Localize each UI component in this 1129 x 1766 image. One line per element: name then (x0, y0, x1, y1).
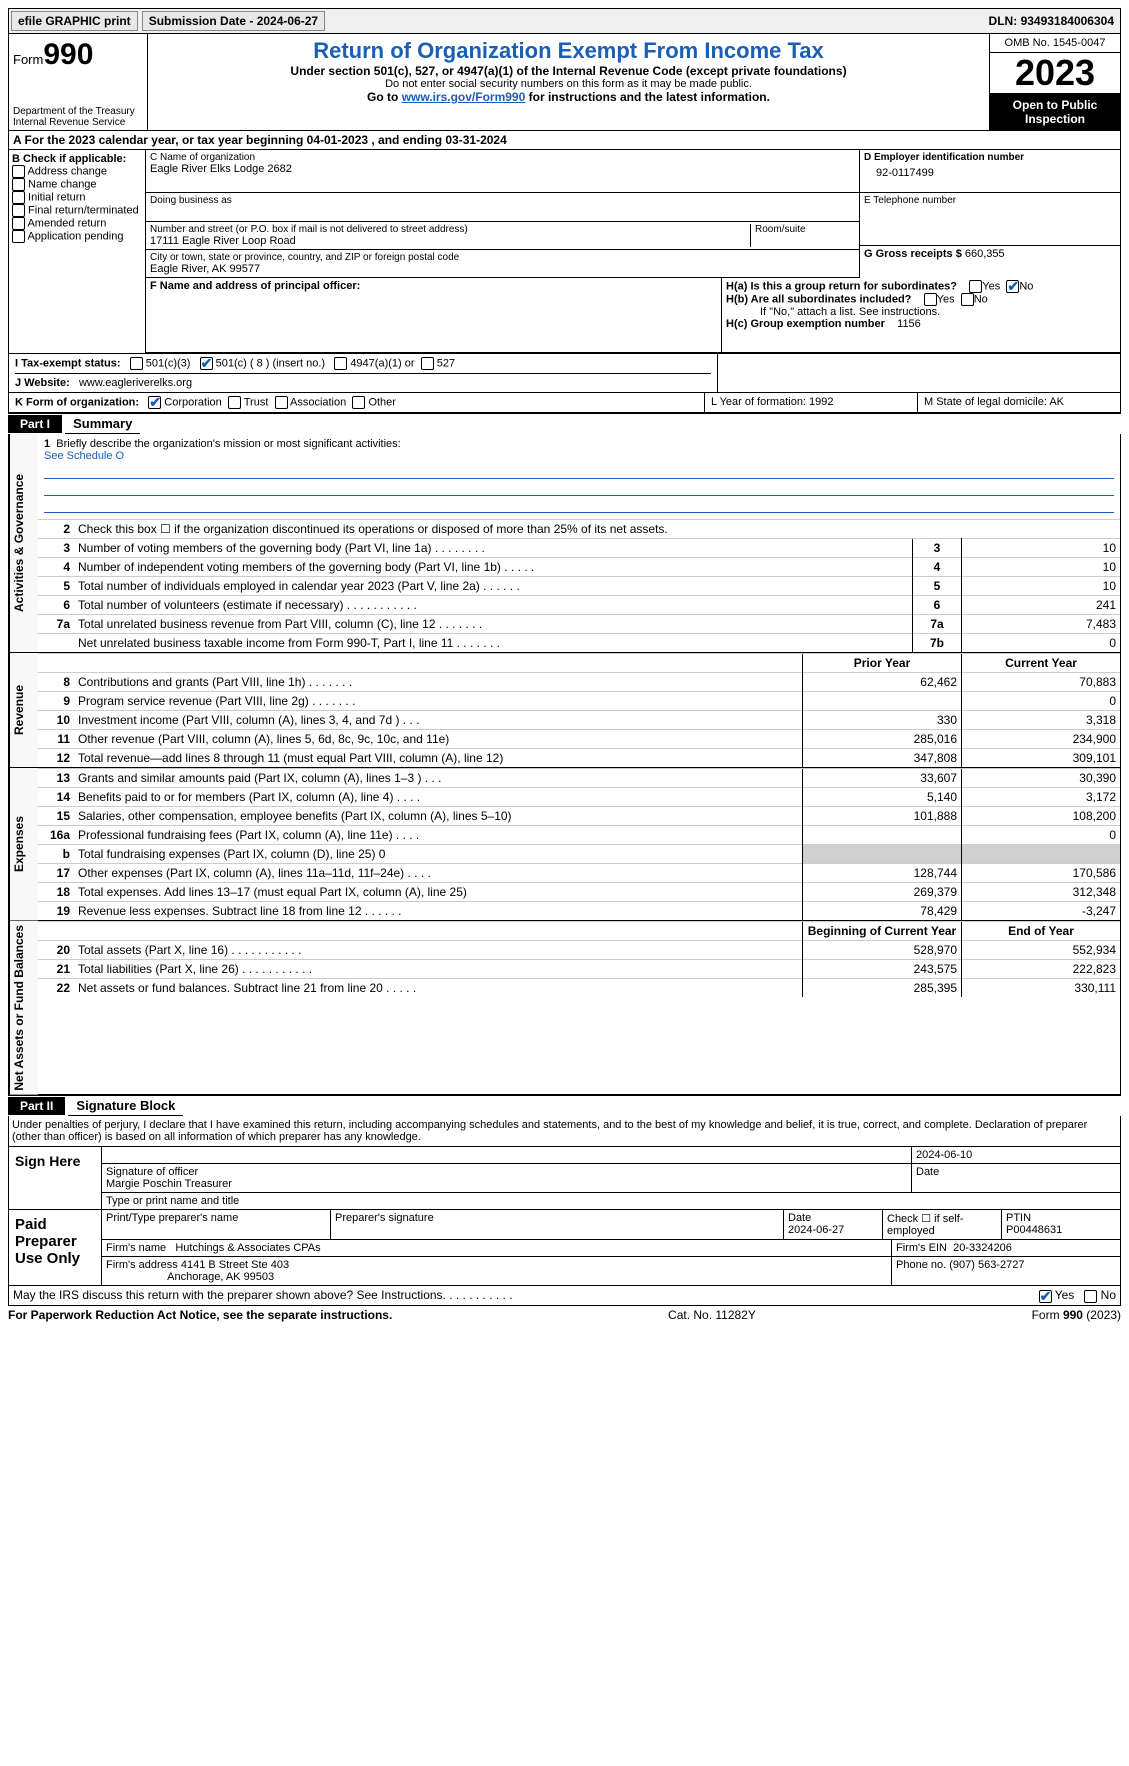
trust-checkbox[interactable] (228, 396, 241, 409)
ha-no-checkbox[interactable] (1006, 280, 1019, 293)
website-value: www.eagleriverelks.org (79, 377, 192, 389)
form-subtitle-1: Under section 501(c), 527, or 4947(a)(1)… (152, 64, 985, 78)
section-governance: Activities & Governance 1 Briefly descri… (8, 434, 1121, 653)
mission-value: See Schedule O (44, 450, 124, 462)
dept-treasury: Department of the Treasury Internal Reve… (13, 106, 147, 128)
paperwork-notice: For Paperwork Reduction Act Notice, see … (8, 1308, 392, 1322)
state-domicile: M State of legal domicile: AK (917, 393, 1120, 412)
f-caption: F Name and address of principal officer: (150, 280, 360, 292)
colb-checkbox[interactable] (12, 204, 25, 217)
officer-name: Margie Poschin Treasurer (106, 1178, 907, 1190)
net-assets-table: Beginning of Current YearEnd of Year20To… (38, 921, 1120, 997)
dln: DLN: 93493184006304 (989, 14, 1118, 28)
col-b-checkboxes: B Check if applicable: Address change Na… (9, 150, 146, 353)
colb-checkbox[interactable] (12, 191, 25, 204)
gross-receipts-caption: G Gross receipts $ (864, 248, 962, 260)
irs-link[interactable]: www.irs.gov/Form990 (402, 90, 526, 104)
phone-caption: E Telephone number (864, 195, 1116, 206)
firm-phone: (907) 563-2727 (949, 1259, 1024, 1271)
discuss-yes-checkbox[interactable] (1039, 1290, 1052, 1303)
submission-date: Submission Date - 2024-06-27 (142, 11, 325, 31)
city-caption: City or town, state or province, country… (150, 252, 855, 263)
open-inspection: Open to Public Inspection (990, 94, 1120, 130)
form-title: Return of Organization Exempt From Incom… (152, 38, 985, 64)
street-address: 17111 Eagle River Loop Road (150, 235, 750, 247)
527-checkbox[interactable] (421, 357, 434, 370)
colb-checkbox[interactable] (12, 178, 25, 191)
tax-year: 2023 (990, 53, 1120, 94)
expenses-table: 13Grants and similar amounts paid (Part … (38, 768, 1120, 920)
4947-checkbox[interactable] (334, 357, 347, 370)
ein-caption: D Employer identification number (864, 152, 1116, 163)
governance-table: 2Check this box ☐ if the organization di… (38, 519, 1120, 652)
row-k-l-m: K Form of organization: Corporation Trus… (8, 393, 1121, 413)
signature-block: Under penalties of perjury, I declare th… (8, 1116, 1121, 1286)
firm-name: Hutchings & Associates CPAs (175, 1242, 320, 1254)
colb-checkbox[interactable] (12, 165, 25, 178)
cat-no: Cat. No. 11282Y (392, 1308, 1031, 1322)
paid-preparer-label: Paid Preparer Use Only (9, 1210, 102, 1285)
irs-discuss-row: May the IRS discuss this return with the… (8, 1286, 1121, 1305)
side-label-governance: Activities & Governance (9, 434, 38, 652)
city-state-zip: Eagle River, AK 99577 (150, 263, 855, 275)
side-label-net: Net Assets or Fund Balances (9, 921, 38, 1095)
form-subtitle-2: Do not enter social security numbers on … (152, 78, 985, 90)
side-label-revenue: Revenue (9, 653, 38, 767)
form-header: Form990 Department of the Treasury Inter… (8, 34, 1121, 131)
hb-yes-checkbox[interactable] (924, 293, 937, 306)
part2-title: Signature Block (68, 1096, 183, 1116)
form-number: Form990 (13, 38, 143, 72)
form-ref: Form 990 (2023) (1032, 1308, 1121, 1322)
section-revenue: Revenue Prior YearCurrent Year8Contribut… (8, 653, 1121, 768)
ha-yes-checkbox[interactable] (969, 280, 982, 293)
gross-receipts-value: 660,355 (965, 248, 1005, 260)
perjury-declaration: Under penalties of perjury, I declare th… (9, 1116, 1120, 1146)
efile-print-label: efile GRAPHIC print (11, 11, 138, 31)
firm-ein: 20-3324206 (953, 1242, 1012, 1254)
part1-label: Part I (8, 415, 62, 433)
part1-header-row: Part I Summary (8, 413, 1121, 434)
colb-checkbox[interactable] (12, 230, 25, 243)
corp-checkbox[interactable] (148, 396, 161, 409)
omb-number: OMB No. 1545-0047 (990, 34, 1120, 53)
row-i-j: I Tax-exempt status: 501(c)(3) 501(c) ( … (8, 354, 1121, 393)
other-checkbox[interactable] (352, 396, 365, 409)
org-name: Eagle River Elks Lodge 2682 (150, 163, 855, 175)
section-net-assets: Net Assets or Fund Balances Beginning of… (8, 921, 1121, 1096)
form-subtitle-3: Go to www.irs.gov/Form990 for instructio… (152, 90, 985, 104)
hb-no-checkbox[interactable] (961, 293, 974, 306)
part2-label: Part II (8, 1097, 65, 1115)
discuss-no-checkbox[interactable] (1084, 1290, 1097, 1303)
c-name-caption: C Name of organization (150, 152, 855, 163)
colb-checkbox[interactable] (12, 217, 25, 230)
block-h: H(a) Is this a group return for subordin… (722, 278, 1120, 352)
addr-caption: Number and street (or P.O. box if mail i… (150, 224, 750, 235)
sign-here-label: Sign Here (9, 1147, 102, 1209)
year-formation: L Year of formation: 1992 (704, 393, 917, 412)
part2-header-row: Part II Signature Block (8, 1095, 1121, 1116)
part1-title: Summary (65, 414, 140, 434)
sign-date: 2024-06-10 (912, 1147, 1120, 1163)
dba-caption: Doing business as (150, 195, 855, 206)
header-block-bcdeg: B Check if applicable: Address change Na… (8, 150, 1121, 354)
revenue-table: Prior YearCurrent Year8Contributions and… (38, 653, 1120, 767)
room-caption: Room/suite (755, 224, 855, 235)
row-a-tax-year: A For the 2023 calendar year, or tax yea… (8, 131, 1121, 150)
side-label-expenses: Expenses (9, 768, 38, 920)
section-expenses: Expenses 13Grants and similar amounts pa… (8, 768, 1121, 921)
page-footer: For Paperwork Reduction Act Notice, see … (8, 1306, 1121, 1324)
efile-top-bar: efile GRAPHIC print Submission Date - 20… (8, 8, 1121, 34)
ein-value: 92-0117499 (864, 163, 1116, 179)
assoc-checkbox[interactable] (275, 396, 288, 409)
501c3-checkbox[interactable] (130, 357, 143, 370)
ptin: P00448631 (1006, 1224, 1116, 1236)
501c-checkbox[interactable] (200, 357, 213, 370)
